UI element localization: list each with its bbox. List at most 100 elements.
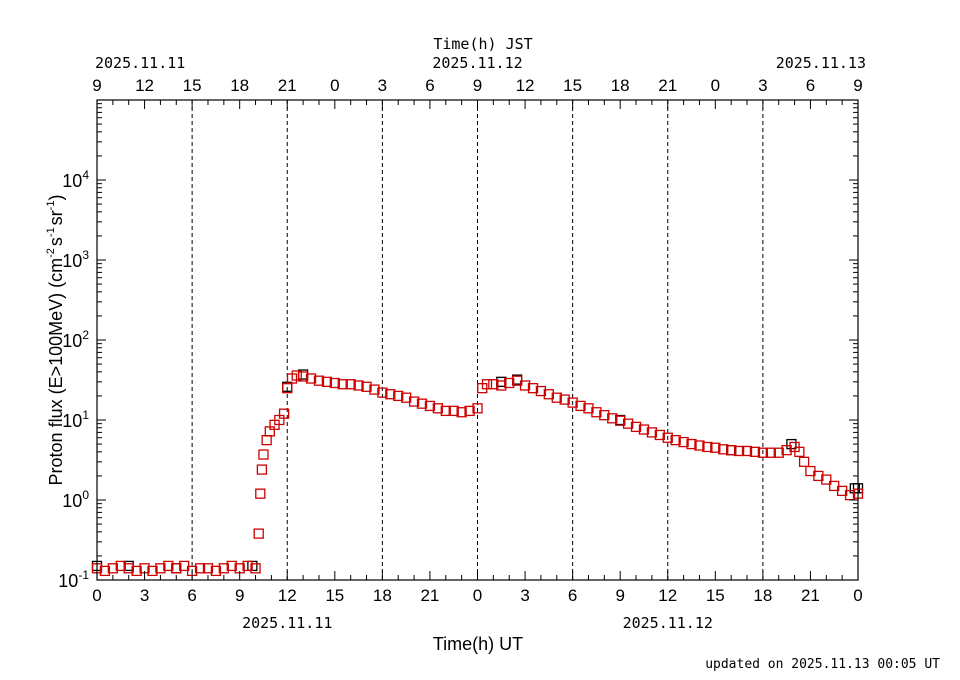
- data-point-primary: [591, 407, 602, 418]
- top-axis-title: Time(h) JST: [433, 35, 532, 53]
- top-x-tick-label: 0: [330, 76, 339, 95]
- data-point-primary: [599, 409, 610, 421]
- data-point-primary: [773, 447, 784, 458]
- data-point-primary: [194, 563, 206, 574]
- x-tick-label: 3: [520, 586, 529, 605]
- data-point-primary: [107, 563, 119, 574]
- top-x-tick-label: 18: [230, 76, 249, 95]
- y-tick-label: 101: [62, 408, 89, 431]
- data-point-primary: [504, 377, 515, 389]
- top-x-tick-label: 15: [563, 76, 582, 95]
- data-point-primary: [686, 438, 697, 450]
- data-point-primary: [305, 373, 317, 384]
- top-x-tick-label: 9: [92, 76, 101, 95]
- top-date-label: 2025.11.12: [432, 54, 522, 72]
- data-point-primary: [440, 405, 451, 417]
- data-point-primary: [278, 408, 290, 419]
- data-point-primary: [718, 444, 729, 455]
- x-tick-label: 3: [140, 586, 149, 605]
- y-tick-label: 100: [62, 488, 89, 511]
- data-point-primary: [575, 400, 586, 412]
- data-point-primary: [733, 445, 745, 457]
- data-point-primary: [385, 389, 396, 400]
- bottom-date-label: 2025.11.12: [623, 614, 713, 632]
- data-point-primary: [488, 379, 499, 390]
- axis-labels: 0 3 6 9 12 15 18 21 0 3 6 9 12 15 18 21 0 9 12 15 18 21 0 3 6 9 12…: [58, 54, 866, 632]
- data-point-primary: [781, 444, 792, 456]
- data-point-primary: [258, 449, 269, 460]
- x-tick-label: 9: [615, 586, 624, 605]
- x-tick-label: 0: [853, 586, 862, 605]
- data-point-primary: [131, 565, 142, 577]
- data-point-primary: [670, 434, 681, 446]
- x-tick-label: 12: [658, 586, 677, 605]
- data-point-primary: [726, 444, 737, 456]
- data-point-primary: [377, 387, 388, 398]
- data-point-primary: [694, 440, 705, 451]
- top-date-label: 2025.11.11: [95, 54, 185, 72]
- x-tick-label: 18: [373, 586, 392, 605]
- data-point-primary: [607, 413, 618, 424]
- data-point-primary: [567, 397, 578, 408]
- data-point-primary: [794, 446, 805, 457]
- data-point-primary: [408, 396, 420, 407]
- data-point-primary: [123, 563, 134, 574]
- updated-timestamp: updated on 2025.11.13 00:05 UT: [705, 657, 940, 672]
- top-x-tick-label: 6: [806, 76, 815, 95]
- data-point-primary: [535, 385, 547, 397]
- dashed-lines: [191, 100, 764, 580]
- data-point-primary: [250, 563, 261, 574]
- data-point-primary: [654, 429, 665, 441]
- top-x-tick-label: 0: [711, 76, 720, 95]
- data-point-primary: [171, 563, 182, 574]
- data-point-primary: [448, 405, 459, 417]
- data-point-primary: [321, 376, 333, 387]
- data-point-primary: [416, 398, 428, 409]
- top-x-tick-label: 3: [378, 76, 387, 95]
- data-point-primary: [424, 400, 436, 412]
- data-point-primary: [218, 563, 229, 574]
- axis-ticks: [96, 100, 859, 581]
- data-point-primary: [710, 442, 721, 453]
- data-point-primary: [345, 379, 356, 390]
- data-point-primary: [202, 563, 214, 574]
- y-tick-label: 102: [62, 328, 89, 351]
- data-point-primary: [527, 383, 539, 394]
- y-tick-label: 103: [62, 248, 89, 271]
- data-point-primary: [472, 403, 483, 414]
- data-point-primary: [226, 560, 237, 572]
- data-point-primary: [798, 456, 810, 467]
- x-tick-label: 15: [325, 586, 344, 605]
- data-point-primary: [638, 424, 650, 435]
- data-point-primary: [543, 389, 554, 400]
- data-point-primary: [353, 380, 364, 391]
- y-tick-label: 104: [62, 168, 89, 191]
- data-point-primary: [361, 381, 372, 392]
- top-x-tick-label: 6: [425, 76, 434, 95]
- data-point-primary: [456, 407, 467, 418]
- top-x-tick-label: 9: [473, 76, 482, 95]
- y-axis-title: Proton flux (E>100MeV) (cm-2s-1sr-1): [45, 195, 66, 486]
- data-point-primary: [821, 474, 832, 485]
- data-point-primary: [432, 403, 444, 414]
- data-point-primary: [313, 375, 325, 386]
- x-tick-label: 18: [753, 586, 772, 605]
- x-axis-title: Time(h) UT: [433, 634, 523, 654]
- data-point-primary: [559, 394, 570, 405]
- data-point-primary: [337, 379, 348, 390]
- top-x-tick-label: 18: [611, 76, 630, 95]
- data-point-primary: [369, 384, 380, 395]
- data-point-primary: [163, 560, 174, 572]
- data-point-primary: [646, 427, 658, 438]
- x-tick-label: 12: [278, 586, 297, 605]
- data-point-primary: [261, 434, 272, 446]
- data-point-primary: [630, 421, 642, 433]
- top-x-tick-label: 12: [516, 76, 535, 95]
- data-point-primary: [210, 565, 222, 577]
- top-x-tick-label: 15: [183, 76, 202, 95]
- data-point-primary: [393, 390, 404, 402]
- top-x-tick-label: 21: [278, 76, 297, 95]
- data-point-primary: [749, 446, 761, 457]
- top-x-tick-label: 9: [853, 76, 862, 95]
